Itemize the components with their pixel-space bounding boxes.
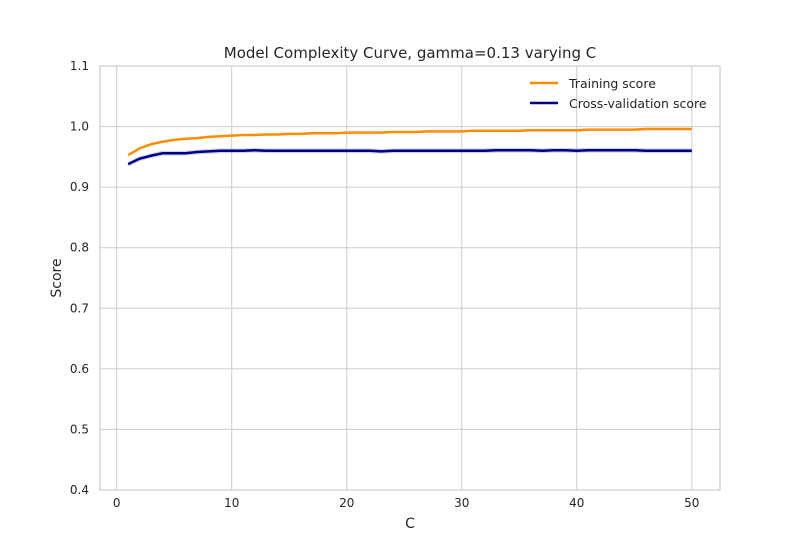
y-tick-labels: 0.4 0.5 0.6 0.7 0.8 0.9 1.0 1.1 — [70, 59, 89, 497]
y-tick-label: 1.0 — [70, 120, 89, 134]
cv-band — [128, 147, 692, 167]
y-axis-label: Score — [49, 258, 65, 297]
y-tick-label: 0.7 — [70, 301, 89, 315]
plot-frame — [99, 65, 721, 491]
x-tick-label: 50 — [684, 496, 699, 510]
x-tick-label: 10 — [224, 496, 239, 510]
x-axis-label: C — [405, 516, 415, 532]
legend: Training score Cross-validation score — [530, 76, 707, 111]
y-tick-label: 0.5 — [70, 422, 89, 436]
series-lines — [127, 127, 692, 166]
cv-score-line — [127, 148, 692, 166]
y-tick-label: 0.9 — [70, 180, 89, 194]
x-tick-label: 30 — [454, 496, 469, 510]
y-tick-label: 0.4 — [70, 483, 89, 497]
x-tick-labels: 0 10 20 30 40 50 — [113, 496, 700, 510]
chart-title: Model Complexity Curve, gamma=0.13 varyi… — [224, 44, 597, 62]
legend-label-cv: Cross-validation score — [569, 96, 707, 111]
training-score-line — [127, 127, 692, 157]
x-tick-label: 20 — [339, 496, 354, 510]
legend-label-training: Training score — [568, 76, 656, 91]
x-tick-label: 0 — [113, 496, 121, 510]
x-tick-label: 40 — [569, 496, 584, 510]
y-tick-label: 0.8 — [70, 241, 89, 255]
y-tick-label: 0.6 — [70, 362, 89, 376]
y-tick-label: 1.1 — [70, 59, 89, 73]
